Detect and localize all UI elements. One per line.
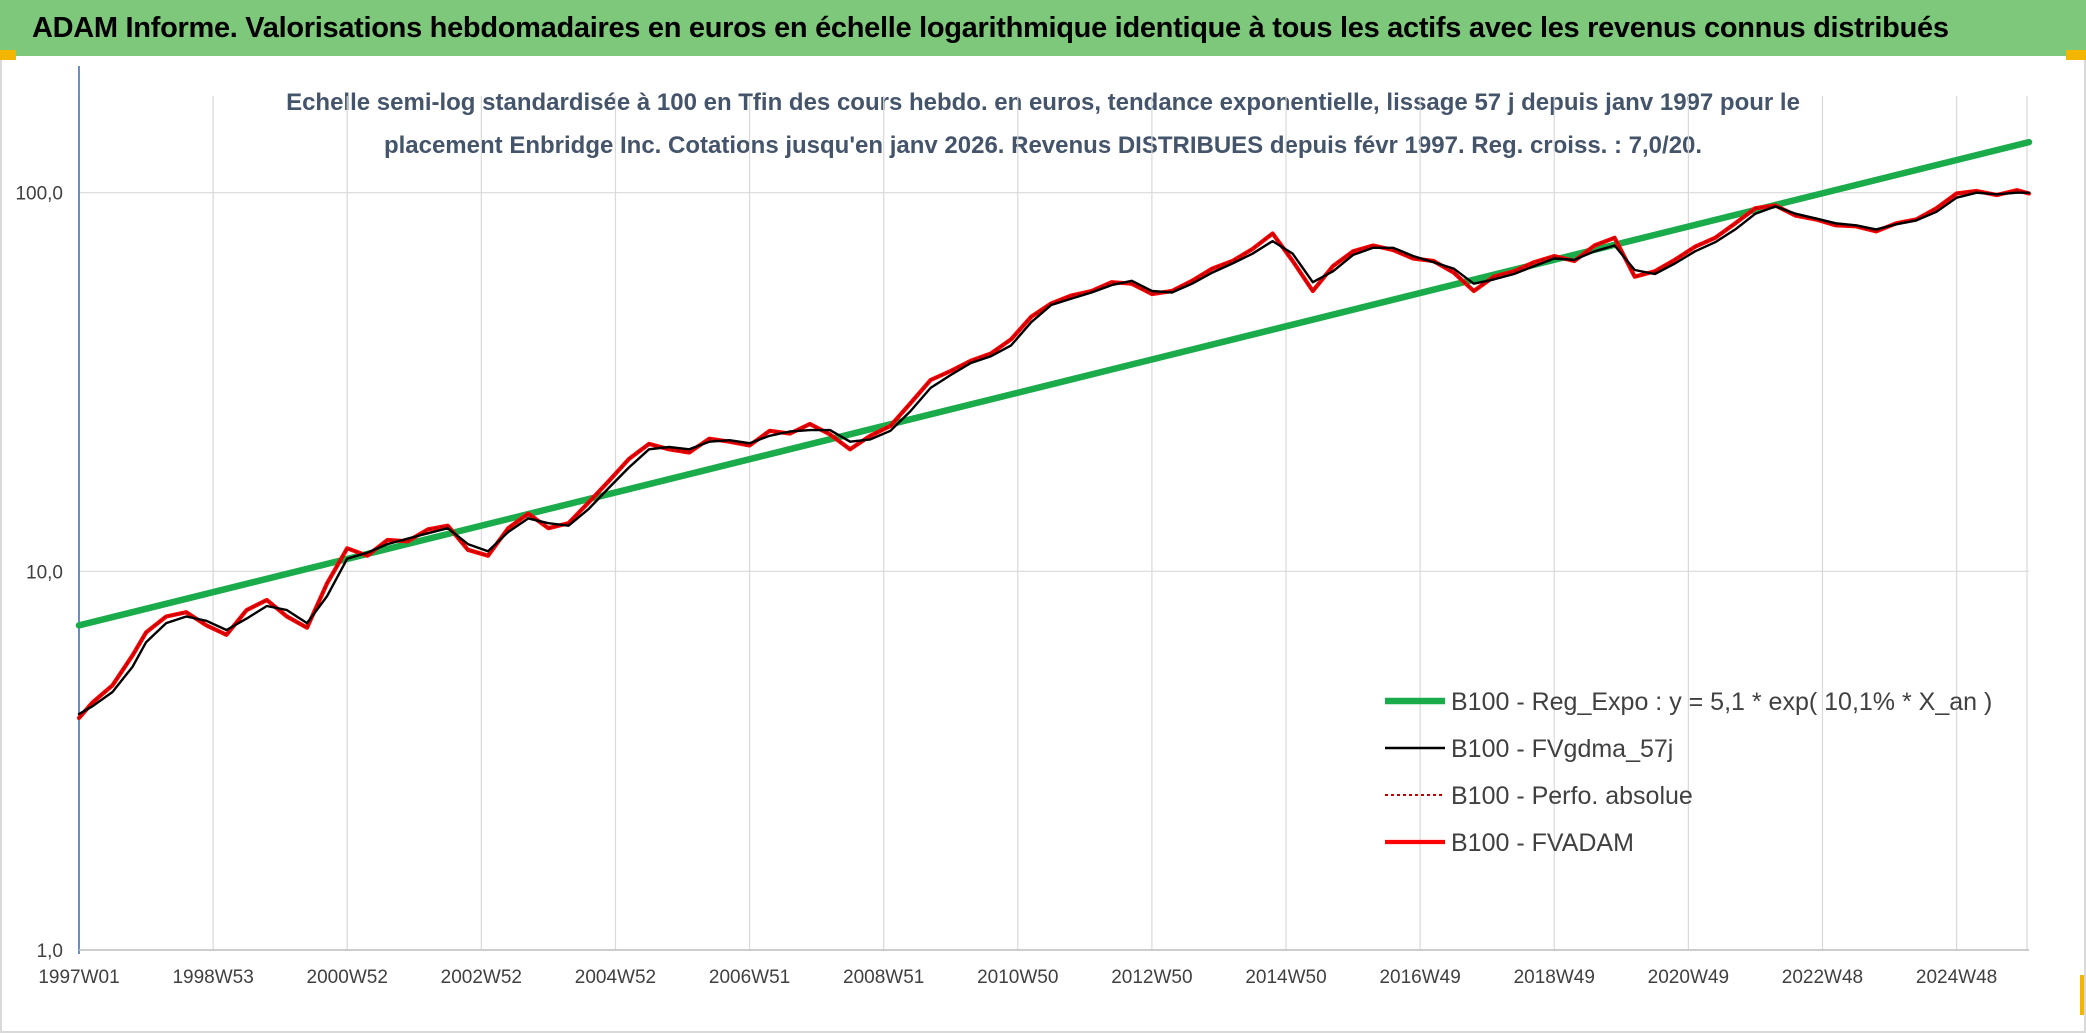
x-tick-label: 2010W50: [977, 967, 1058, 988]
legend-label: B100 - FVgdma_57j: [1451, 735, 1673, 763]
y-tick-label: 10,0: [26, 562, 63, 583]
x-tick-label: 1998W53: [172, 967, 253, 988]
corner-mark-right: [2066, 50, 2086, 60]
axes: [78, 66, 2029, 954]
y-axis-ticks: 1,0 10,0 100,0: [15, 184, 63, 962]
x-tick-label: 2020W49: [1648, 967, 1729, 988]
x-tick-label: 2016W49: [1379, 967, 1460, 988]
x-tick-label: 2022W48: [1782, 967, 1863, 988]
x-tick-label: 2002W52: [441, 967, 522, 988]
x-axis-ticks: 1997W01 1998W53 2000W52 2002W52 2004W52 2006W…: [38, 967, 1997, 988]
x-tick-label: 2014W50: [1245, 967, 1326, 988]
x-tick-label: 2018W49: [1514, 967, 1595, 988]
x-tick-label: 2012W50: [1111, 967, 1192, 988]
series-layer: [75, 138, 2033, 721]
legend: B100 - Reg_Expo : y = 5,1 * exp( 10,1% *…: [1385, 688, 1992, 857]
x-tick-label: 2000W52: [307, 967, 388, 988]
page-title: ADAM Informe. Valorisations hebdomadaire…: [32, 11, 1949, 44]
series-line-absolute: [78, 189, 2030, 719]
corner-mark-bottom-right: [2080, 975, 2086, 1015]
legend-label: B100 - Reg_Expo : y = 5,1 * exp( 10,1% *…: [1451, 688, 1992, 716]
x-tick-label: 2024W48: [1916, 967, 1997, 988]
y-tick-label: 100,0: [15, 184, 63, 205]
chart-subtitle: placement Enbridge Inc. Cotations jusqu'…: [384, 132, 1702, 159]
corner-mark-left: [0, 50, 16, 60]
y-tick-label: 1,0: [37, 941, 63, 962]
x-tick-label: 2006W51: [709, 967, 790, 988]
series-line-moving-average: [77, 191, 2031, 716]
legend-label: B100 - FVADAM: [1451, 829, 1634, 857]
series-line-fvadam: [76, 188, 2032, 721]
chart-title: Echelle semi-log standardisée à 100 en T…: [286, 89, 1800, 116]
x-tick-label: 2004W52: [575, 967, 656, 988]
series-line-trend: [75, 138, 2033, 629]
x-tick-label: 1997W01: [38, 967, 119, 988]
title-banner: ADAM Informe. Valorisations hebdomadaire…: [0, 0, 2086, 56]
chart: Echelle semi-log standardisée à 100 en T…: [15, 66, 2033, 988]
legend-label: B100 - Perfo. absolue: [1451, 782, 1693, 810]
x-tick-label: 2008W51: [843, 967, 924, 988]
chart-frame: Echelle semi-log standardisée à 100 en T…: [0, 60, 2086, 1033]
